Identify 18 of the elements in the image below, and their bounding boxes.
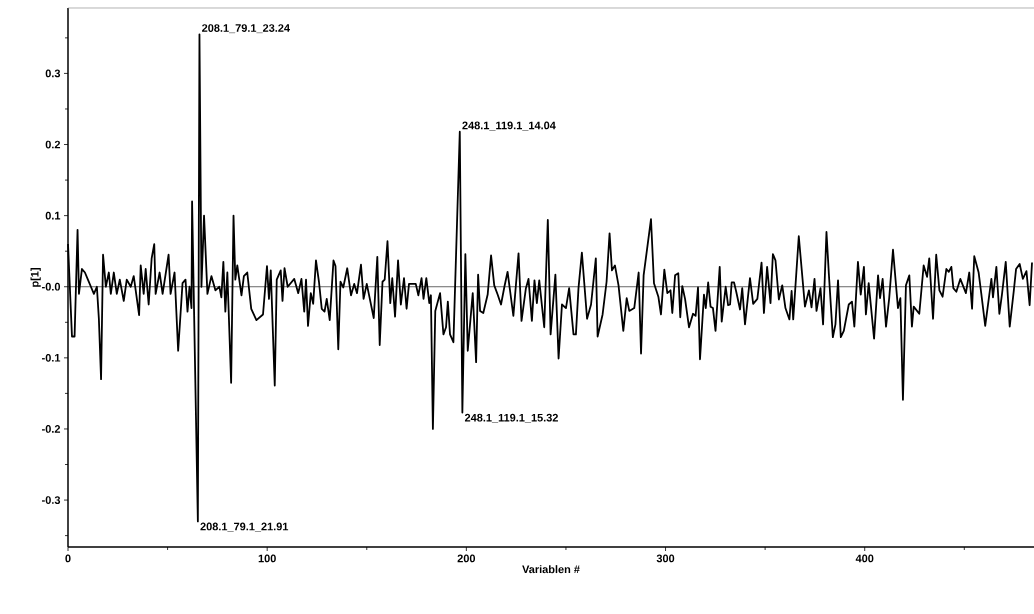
x-tick-label: 200 <box>457 554 476 563</box>
x-tick-label: 300 <box>656 554 675 563</box>
y-tick-label: -0.0 <box>42 282 61 291</box>
annotation: 248.1_119.1_14.04 <box>462 121 556 131</box>
y-tick-label: 0.2 <box>45 140 61 149</box>
x-tick-label: 0 <box>65 554 71 563</box>
y-tick-label: 0.3 <box>45 69 61 78</box>
x-tick-label: 100 <box>258 554 276 563</box>
y-tick-label: -0.2 <box>42 425 61 433</box>
y-axis-title: p[1] <box>30 268 41 287</box>
annotation: 248.1_119.1_15.32 <box>464 413 558 423</box>
annotation: 208.1_79.1_21.91 <box>200 522 289 532</box>
y-tick-label: -0.3 <box>42 496 61 504</box>
x-tick-label: 400 <box>855 554 874 563</box>
y-tick-label: 0.1 <box>45 211 61 220</box>
y-tick-label: -0.1 <box>42 353 61 362</box>
x-axis-title: Variablen # <box>522 565 580 574</box>
annotation: 208.1_79.1_23.24 <box>202 24 290 34</box>
